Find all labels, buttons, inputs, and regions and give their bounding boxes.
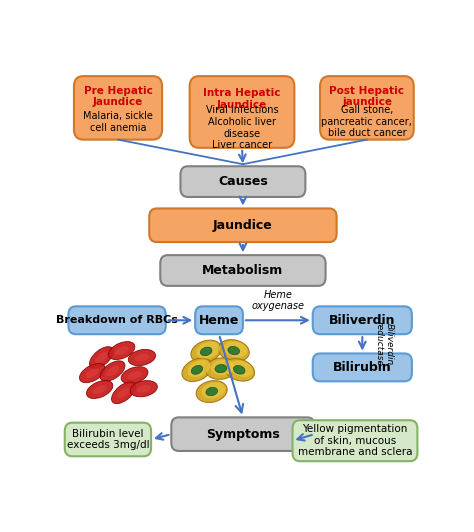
Ellipse shape [191, 365, 203, 375]
Text: Breakdown of RBCs: Breakdown of RBCs [56, 315, 178, 325]
Ellipse shape [109, 342, 135, 360]
Ellipse shape [201, 347, 212, 356]
Text: Viral infections
Alcoholic liver
disease
Liver cancer: Viral infections Alcoholic liver disease… [206, 105, 278, 150]
Ellipse shape [191, 340, 221, 363]
Ellipse shape [205, 358, 237, 379]
Text: Bilirubin: Bilirubin [333, 361, 392, 374]
FancyBboxPatch shape [292, 420, 418, 461]
Ellipse shape [128, 371, 142, 379]
Text: Pre Hepatic
Jaundice: Pre Hepatic Jaundice [83, 86, 153, 107]
Text: Symptoms: Symptoms [206, 428, 280, 440]
Ellipse shape [115, 346, 129, 355]
FancyBboxPatch shape [320, 76, 414, 139]
Text: Jaundice: Jaundice [213, 219, 273, 232]
Text: Metabolism: Metabolism [202, 264, 283, 277]
Text: Causes: Causes [218, 175, 268, 188]
FancyBboxPatch shape [190, 76, 294, 148]
Text: Yellow pigmentation
of skin, mucous
membrane and sclera: Yellow pigmentation of skin, mucous memb… [298, 424, 412, 458]
Ellipse shape [128, 350, 155, 365]
Ellipse shape [215, 364, 227, 373]
FancyBboxPatch shape [74, 76, 162, 139]
Ellipse shape [234, 365, 245, 374]
FancyBboxPatch shape [313, 306, 412, 334]
FancyBboxPatch shape [313, 353, 412, 381]
Ellipse shape [80, 363, 105, 383]
Ellipse shape [90, 347, 113, 369]
Ellipse shape [117, 387, 130, 398]
Ellipse shape [218, 339, 249, 362]
Ellipse shape [202, 383, 225, 398]
Text: Biliverdin
reductase: Biliverdin reductase [374, 321, 394, 367]
Ellipse shape [196, 342, 220, 359]
Ellipse shape [111, 382, 136, 404]
Ellipse shape [130, 380, 157, 397]
Ellipse shape [211, 360, 235, 375]
Ellipse shape [100, 361, 125, 381]
Ellipse shape [137, 385, 151, 393]
Text: Bilirubin level
exceeds 3mg/dl: Bilirubin level exceeds 3mg/dl [67, 429, 149, 450]
FancyBboxPatch shape [149, 209, 337, 242]
FancyBboxPatch shape [171, 418, 315, 451]
Ellipse shape [182, 358, 212, 381]
Ellipse shape [224, 342, 247, 358]
Text: Heme: Heme [199, 314, 239, 327]
Ellipse shape [229, 360, 253, 377]
Ellipse shape [228, 346, 239, 355]
Text: Gall stone,
pancreatic cancer,
bile duct cancer: Gall stone, pancreatic cancer, bile duct… [321, 105, 412, 138]
Ellipse shape [224, 359, 255, 381]
Ellipse shape [206, 387, 218, 396]
Ellipse shape [187, 360, 210, 377]
Ellipse shape [196, 380, 227, 403]
FancyBboxPatch shape [65, 423, 151, 456]
FancyBboxPatch shape [181, 166, 305, 197]
FancyBboxPatch shape [160, 255, 326, 286]
Text: Malaria, sickle
cell anemia: Malaria, sickle cell anemia [83, 111, 153, 132]
Ellipse shape [92, 385, 107, 394]
Ellipse shape [121, 367, 148, 384]
Ellipse shape [85, 368, 99, 378]
Ellipse shape [106, 366, 119, 376]
Text: Intra Hepatic
Jaundice: Intra Hepatic Jaundice [203, 88, 281, 110]
Text: Biliverdin: Biliverdin [329, 314, 396, 327]
FancyBboxPatch shape [195, 306, 243, 334]
Ellipse shape [95, 352, 108, 363]
Ellipse shape [86, 380, 113, 398]
Text: Post Hepatic
jaundice: Post Hepatic jaundice [329, 86, 404, 107]
Text: Heme
oxygenase: Heme oxygenase [251, 289, 304, 311]
Ellipse shape [135, 354, 149, 361]
FancyBboxPatch shape [68, 306, 166, 334]
